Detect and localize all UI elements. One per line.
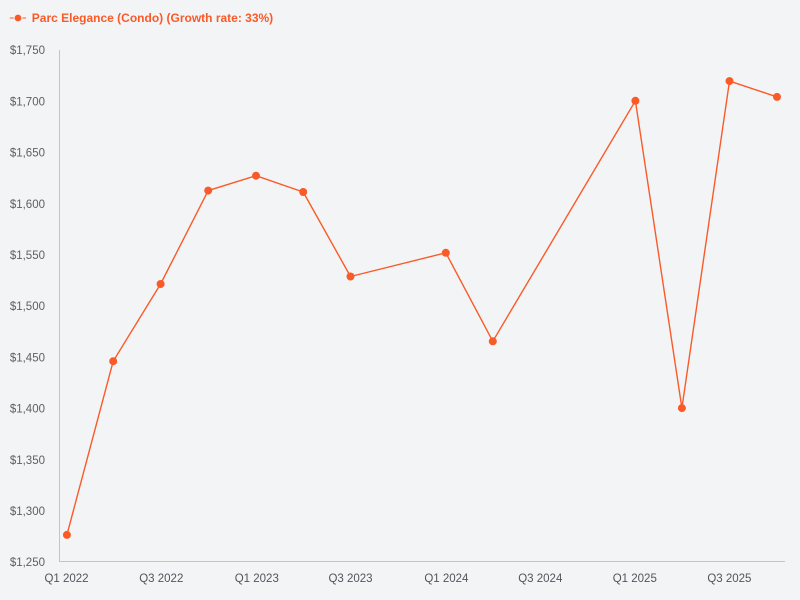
svg-text:Q1 2025: Q1 2025 bbox=[613, 573, 657, 585]
svg-text:$1,700: $1,700 bbox=[10, 96, 45, 108]
svg-text:$1,350: $1,350 bbox=[10, 455, 45, 467]
svg-text:$1,250: $1,250 bbox=[10, 557, 45, 569]
svg-text:$1,600: $1,600 bbox=[10, 199, 45, 211]
svg-text:Q3 2025: Q3 2025 bbox=[707, 573, 751, 585]
svg-text:$1,300: $1,300 bbox=[10, 506, 45, 518]
svg-text:Q1 2023: Q1 2023 bbox=[235, 573, 279, 585]
svg-text:Q3 2024: Q3 2024 bbox=[518, 573, 563, 585]
svg-text:Q1 2022: Q1 2022 bbox=[44, 573, 88, 585]
svg-text:Parc Elegance (Condo) (Growth: Parc Elegance (Condo) (Growth rate: 33%) bbox=[32, 11, 273, 25]
svg-text:$1,400: $1,400 bbox=[10, 404, 45, 416]
svg-text:$1,500: $1,500 bbox=[10, 301, 45, 313]
svg-text:Q1 2024: Q1 2024 bbox=[424, 573, 469, 585]
svg-text:Q3 2022: Q3 2022 bbox=[139, 573, 183, 585]
svg-text:$1,450: $1,450 bbox=[10, 352, 45, 364]
svg-text:Q3 2023: Q3 2023 bbox=[328, 573, 372, 585]
svg-text:$1,750: $1,750 bbox=[10, 45, 45, 57]
svg-text:$1,550: $1,550 bbox=[10, 250, 45, 262]
svg-text:$1,650: $1,650 bbox=[10, 148, 45, 160]
